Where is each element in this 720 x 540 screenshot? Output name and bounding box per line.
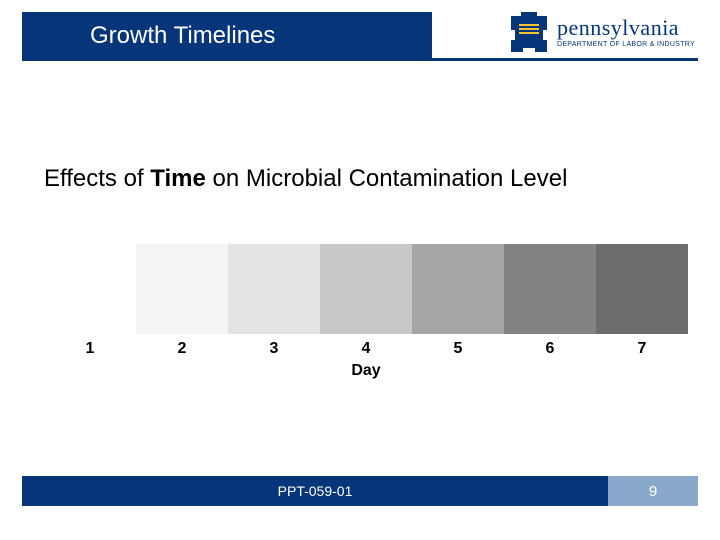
heading-part-1: Effects of	[44, 165, 150, 192]
day-labels-row: 1234567	[44, 340, 688, 358]
day-label: 2	[136, 340, 228, 358]
footer-code: PPT-059-01	[22, 476, 608, 506]
day-label: 6	[504, 340, 596, 358]
day-label: 5	[412, 340, 504, 358]
gradient-cell	[596, 244, 688, 334]
slide-footer: PPT-059-01 9	[22, 476, 698, 506]
heading-part-2: on Microbial Contamination Level	[206, 165, 568, 192]
gradient-cell	[320, 244, 412, 334]
gradient-cell	[136, 244, 228, 334]
day-label: 4	[320, 340, 412, 358]
state-logo: pennsylvania DEPARTMENT OF LABOR & INDUS…	[509, 10, 695, 54]
header-underline	[22, 58, 698, 61]
day-label: 3	[228, 340, 320, 358]
slide-title: Growth Timelines	[22, 12, 432, 60]
footer-page-number: 9	[608, 476, 698, 506]
axis-label: Day	[44, 362, 688, 380]
day-label: 7	[596, 340, 688, 358]
content-heading: Effects of Time on Microbial Contaminati…	[44, 165, 567, 193]
gradient-cell	[228, 244, 320, 334]
logo-department: DEPARTMENT OF LABOR & INDUSTRY	[557, 41, 695, 48]
logo-text: pennsylvania DEPARTMENT OF LABOR & INDUS…	[557, 17, 695, 48]
logo-state-name: pennsylvania	[557, 17, 695, 39]
gradient-cell	[412, 244, 504, 334]
heading-bold: Time	[150, 165, 206, 192]
gradient-cell	[44, 244, 136, 334]
day-label: 1	[44, 340, 136, 358]
gradient-scale	[44, 244, 688, 334]
keystone-icon	[509, 10, 549, 54]
gradient-cell	[504, 244, 596, 334]
